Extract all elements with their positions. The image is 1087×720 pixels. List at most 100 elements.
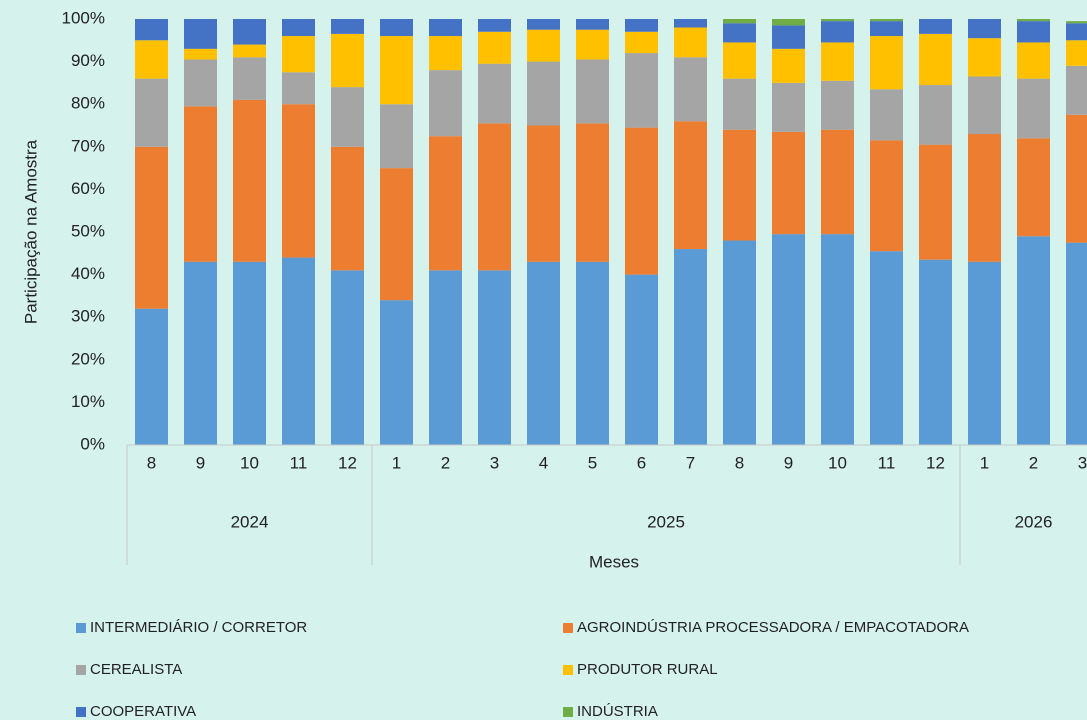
x-tick-label: 1 bbox=[392, 453, 401, 472]
x-tick-label: 9 bbox=[196, 453, 205, 472]
bar-segment bbox=[625, 274, 658, 445]
x-tick-label: 7 bbox=[686, 453, 695, 472]
bar-segment bbox=[821, 80, 854, 130]
bar-segment bbox=[772, 82, 805, 132]
y-tick-label: 30% bbox=[71, 307, 105, 326]
bar-segment bbox=[870, 89, 903, 141]
bar-segment bbox=[478, 270, 511, 445]
bar-segment bbox=[1017, 138, 1050, 237]
bar-segment bbox=[282, 104, 315, 258]
x-tick-label: 8 bbox=[147, 453, 156, 472]
bar-segment bbox=[282, 19, 315, 37]
bar-segment bbox=[527, 125, 560, 262]
y-tick-label: 50% bbox=[71, 221, 105, 240]
x-tick-label: 11 bbox=[878, 453, 896, 472]
y-tick-label: 80% bbox=[71, 94, 105, 113]
bar-segment bbox=[282, 36, 315, 73]
bar-segment bbox=[576, 261, 609, 445]
bar-segment bbox=[233, 261, 266, 445]
bar-segment bbox=[919, 33, 952, 86]
bar-segment bbox=[919, 19, 952, 34]
bar-segment bbox=[527, 261, 560, 445]
bar-segment bbox=[576, 29, 609, 60]
bar-segment bbox=[380, 19, 413, 37]
x-tick-label: 6 bbox=[637, 453, 646, 472]
bar-segment bbox=[478, 63, 511, 124]
bar-segment bbox=[674, 19, 707, 28]
bar-segment bbox=[919, 144, 952, 260]
x-tick-label: 12 bbox=[338, 453, 357, 472]
legend-label: INTERMEDIÁRIO / CORRETOR bbox=[90, 619, 307, 636]
bar-segment bbox=[625, 53, 658, 128]
y-tick-label: 0% bbox=[80, 434, 105, 453]
bar-segment bbox=[282, 257, 315, 445]
bar-segment bbox=[1066, 65, 1087, 115]
bar-segment bbox=[772, 234, 805, 445]
bar-segment bbox=[968, 261, 1001, 445]
bar-segment bbox=[429, 270, 462, 445]
bar-segment bbox=[576, 59, 609, 124]
x-tick-label: 3 bbox=[1078, 453, 1087, 472]
bar-segment bbox=[870, 19, 903, 22]
bar-segment bbox=[184, 59, 217, 107]
bar-segment bbox=[1066, 21, 1087, 24]
x-tick-label: 8 bbox=[735, 453, 744, 472]
bar-segment bbox=[1066, 114, 1087, 243]
bar-segment bbox=[331, 33, 364, 88]
y-tick-label: 10% bbox=[71, 392, 105, 411]
bar-segment bbox=[1066, 242, 1087, 445]
x-tick-label: 4 bbox=[539, 453, 548, 472]
y-tick-label: 20% bbox=[71, 349, 105, 368]
legend-label: COOPERATIVA bbox=[90, 703, 196, 720]
bar-segment bbox=[331, 87, 364, 147]
legend-swatch bbox=[563, 665, 573, 675]
bar-segment bbox=[625, 31, 658, 54]
bar-segment bbox=[1017, 19, 1050, 22]
bar-segment bbox=[233, 57, 266, 100]
x-tick-label: 9 bbox=[784, 453, 793, 472]
bar-segment bbox=[380, 36, 413, 105]
x-group-label: 2026 bbox=[1015, 512, 1053, 531]
x-tick-label: 3 bbox=[490, 453, 499, 472]
bar-segment bbox=[723, 129, 756, 241]
bar-segment bbox=[1066, 40, 1087, 66]
bar-segment bbox=[527, 61, 560, 126]
bar-segment bbox=[674, 121, 707, 250]
bar-segment bbox=[968, 76, 1001, 135]
bar-segment bbox=[674, 249, 707, 445]
bar-segment bbox=[625, 127, 658, 275]
bar-segment bbox=[625, 19, 658, 32]
bar-segment bbox=[821, 42, 854, 81]
x-tick-label: 10 bbox=[828, 453, 847, 472]
y-tick-label: 60% bbox=[71, 179, 105, 198]
bar-segment bbox=[821, 129, 854, 235]
legend-swatch bbox=[563, 707, 573, 717]
bar-segment bbox=[674, 57, 707, 122]
bar-segment bbox=[331, 146, 364, 271]
bar-segment bbox=[919, 85, 952, 145]
y-tick-label: 70% bbox=[71, 136, 105, 155]
bar-segment bbox=[135, 146, 168, 309]
bar-segment bbox=[1017, 42, 1050, 79]
bar-segment bbox=[772, 48, 805, 83]
bar-segment bbox=[331, 19, 364, 34]
legend-swatch bbox=[76, 707, 86, 717]
bar-segment bbox=[184, 106, 217, 262]
x-group-label: 2024 bbox=[231, 512, 269, 531]
y-axis-label: Participação na Amostra bbox=[21, 139, 40, 324]
x-tick-label: 12 bbox=[926, 453, 945, 472]
bar-segment bbox=[772, 131, 805, 235]
bar-segment bbox=[968, 19, 1001, 39]
x-tick-label: 11 bbox=[290, 453, 308, 472]
bar-segment bbox=[478, 19, 511, 32]
x-tick-label: 1 bbox=[980, 453, 989, 472]
bar-segment bbox=[331, 270, 364, 445]
bar-segment bbox=[870, 21, 903, 37]
bar-segment bbox=[821, 234, 854, 445]
y-tick-label: 90% bbox=[71, 51, 105, 70]
legend-label: INDÚSTRIA bbox=[577, 703, 658, 720]
bar-segment bbox=[478, 31, 511, 64]
bar-segment bbox=[429, 36, 462, 71]
bar-segment bbox=[527, 29, 560, 62]
bar-segment bbox=[723, 19, 756, 24]
